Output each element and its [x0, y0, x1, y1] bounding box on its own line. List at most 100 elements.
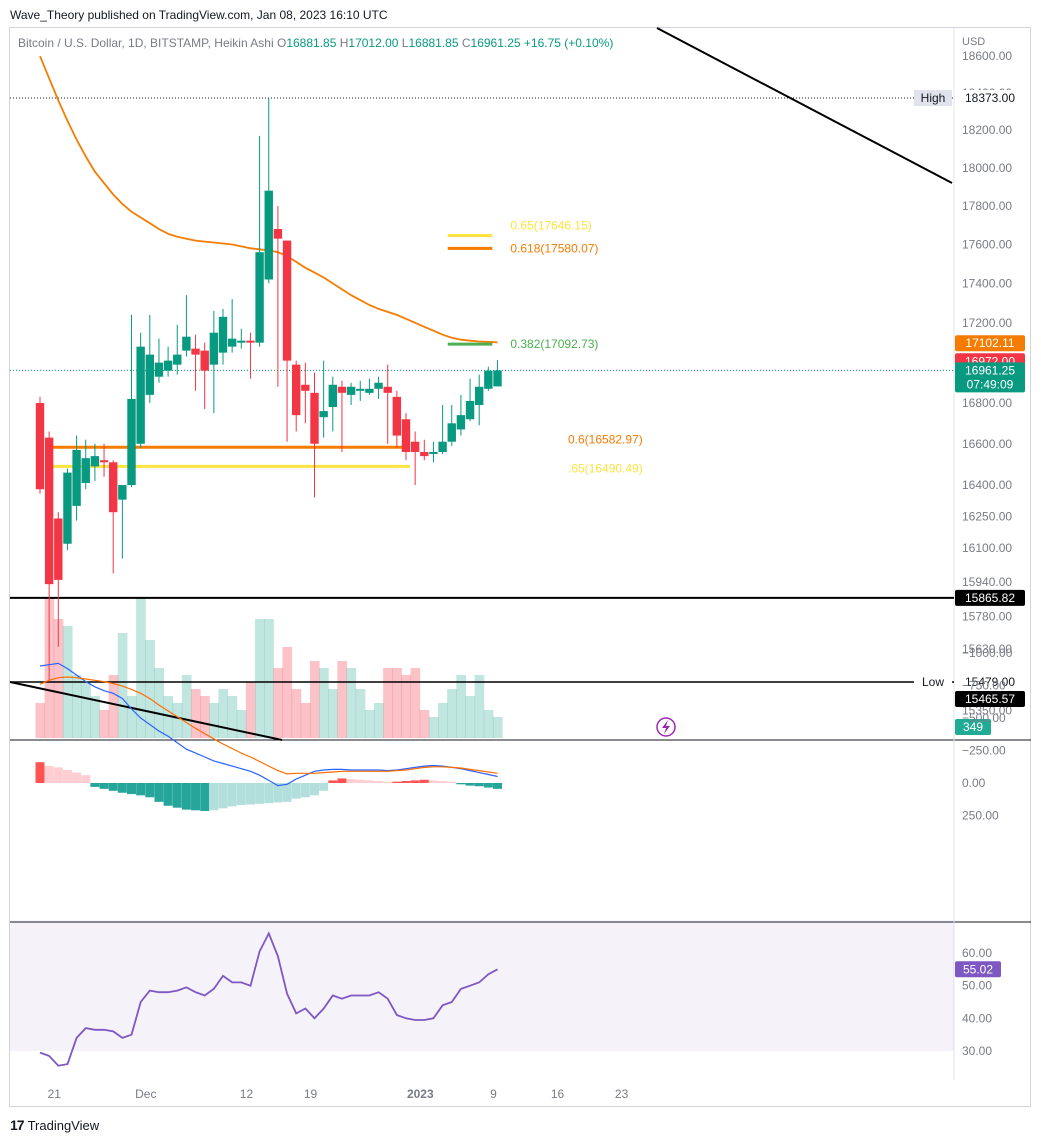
volume-bar — [209, 703, 219, 738]
high-price-label-bg — [955, 90, 1025, 106]
ema-price-label: 17102.11 — [965, 336, 1014, 350]
candle-body — [118, 485, 127, 500]
time-tick-label: 2023 — [407, 1087, 434, 1101]
volume-bar — [126, 696, 137, 738]
candle-body — [420, 451, 429, 457]
volume-bar — [309, 661, 320, 738]
macd-tick-label: −250.00 — [962, 744, 1006, 758]
macd-histogram-bar — [401, 781, 411, 783]
candles — [35, 98, 502, 682]
candle-body — [227, 338, 237, 347]
macd-tick-label: −1000.00 — [962, 646, 1013, 660]
time-tick-label: 23 — [615, 1087, 629, 1101]
candle-body — [99, 460, 109, 463]
candle-body — [35, 402, 45, 490]
macd-histogram-bar — [136, 783, 146, 796]
price-tick-label: 16100.00 — [962, 541, 1012, 555]
volume-bar — [337, 661, 348, 738]
candle-body — [264, 190, 273, 280]
volume-bar — [392, 668, 402, 738]
brand-name[interactable]: TradingView — [27, 1117, 100, 1133]
volume-bar — [255, 619, 265, 738]
macd-histogram-bar — [310, 783, 319, 796]
macd-histogram-bar — [300, 783, 310, 798]
volume-bar — [172, 703, 183, 738]
time-tick-label: 21 — [48, 1087, 62, 1101]
volume-bar — [218, 689, 229, 738]
volume-bar — [200, 696, 210, 738]
footer: 17 TradingView — [10, 1117, 99, 1133]
macd-tick-label: −500.00 — [962, 711, 1006, 725]
volume-bar — [190, 689, 201, 738]
legend-o-label: O — [277, 36, 286, 50]
volume-bar — [291, 689, 302, 738]
rsi-label-bg — [955, 961, 1001, 978]
volume-bar — [355, 689, 366, 738]
macd-histogram-bar — [465, 783, 475, 786]
candle-body — [484, 370, 493, 389]
macd-histogram-bar — [383, 781, 393, 783]
volume-bar — [282, 647, 293, 738]
volume-bar — [438, 703, 448, 738]
price-tick-label: 18000.00 — [962, 161, 1012, 175]
support-price-label: 15865.82 — [965, 591, 1015, 605]
macd-histogram-bar — [117, 783, 127, 793]
volume-bar — [145, 640, 155, 738]
legend-low: 16881.85 — [408, 36, 461, 50]
macd-histogram-bar — [328, 780, 338, 783]
candle-body — [273, 229, 283, 239]
legend-open: 16881.85 — [286, 36, 339, 50]
candle-body — [255, 252, 264, 343]
time-tick-label: Dec — [135, 1087, 156, 1101]
high-tag-label: High — [921, 91, 946, 105]
volume-bar — [410, 668, 421, 738]
volume-bar — [72, 675, 82, 738]
volume-bar — [474, 675, 485, 738]
ema-price-label-bg — [955, 335, 1025, 352]
volume-bar — [35, 703, 46, 738]
macd-histogram-bar — [447, 781, 457, 783]
candle-body — [109, 462, 118, 513]
macd-histogram-bar — [44, 766, 54, 783]
chart-legend: Bitcoin / U.S. Dollar, 1D, BITSTAMP, Hei… — [18, 36, 613, 50]
last-price-label: 16961.25 — [965, 363, 1015, 377]
rsi-tick-label: 60.00 — [962, 946, 992, 960]
price-tick-label: 17800.00 — [962, 199, 1012, 213]
low-tag-bg — [914, 674, 952, 690]
price-tick-label: 17600.00 — [962, 237, 1012, 251]
tradingview-logo-icon[interactable]: 17 — [10, 1117, 25, 1133]
high-price-label: 18373.00 — [965, 91, 1015, 105]
macd-histogram-bar — [392, 781, 402, 783]
rsi-tick-label: 30.00 — [962, 1044, 992, 1058]
macd-histogram-bar — [346, 779, 356, 783]
macd-histogram-bar — [154, 783, 164, 802]
candle-body — [44, 437, 54, 585]
macd-tick-label: −750.00 — [962, 679, 1006, 693]
macd-histogram-bar — [282, 783, 292, 802]
candle-body — [72, 449, 81, 506]
volume-bar — [300, 703, 311, 738]
macd-histogram-bar — [273, 783, 283, 803]
macd-histogram-bar — [53, 767, 63, 783]
macd-histogram-bar — [438, 781, 448, 783]
legend-symbol: Bitcoin / U.S. Dollar, 1D, BITSTAMP, Hei… — [18, 36, 277, 50]
candle-body — [163, 360, 173, 371]
candle-body — [81, 458, 90, 483]
price-tick-label: 16400.00 — [962, 478, 1012, 492]
time-tick-label: 16 — [551, 1087, 565, 1101]
rsi-last-label: 55.02 — [963, 962, 993, 976]
candle-body — [127, 398, 136, 486]
candle-body — [292, 364, 301, 416]
low-price-label: 15479.00 — [965, 675, 1015, 689]
candle-body — [246, 340, 255, 343]
candle-body — [438, 441, 447, 452]
candle-body — [465, 400, 475, 420]
candle-body — [173, 354, 182, 365]
price-tick-label: 15940.00 — [962, 575, 1012, 589]
macd-histogram-bar — [172, 783, 182, 808]
candle-body — [493, 370, 502, 387]
macd-histogram-bar — [355, 779, 365, 783]
macd-histogram-bar — [145, 783, 155, 798]
volume-bar — [447, 689, 457, 738]
